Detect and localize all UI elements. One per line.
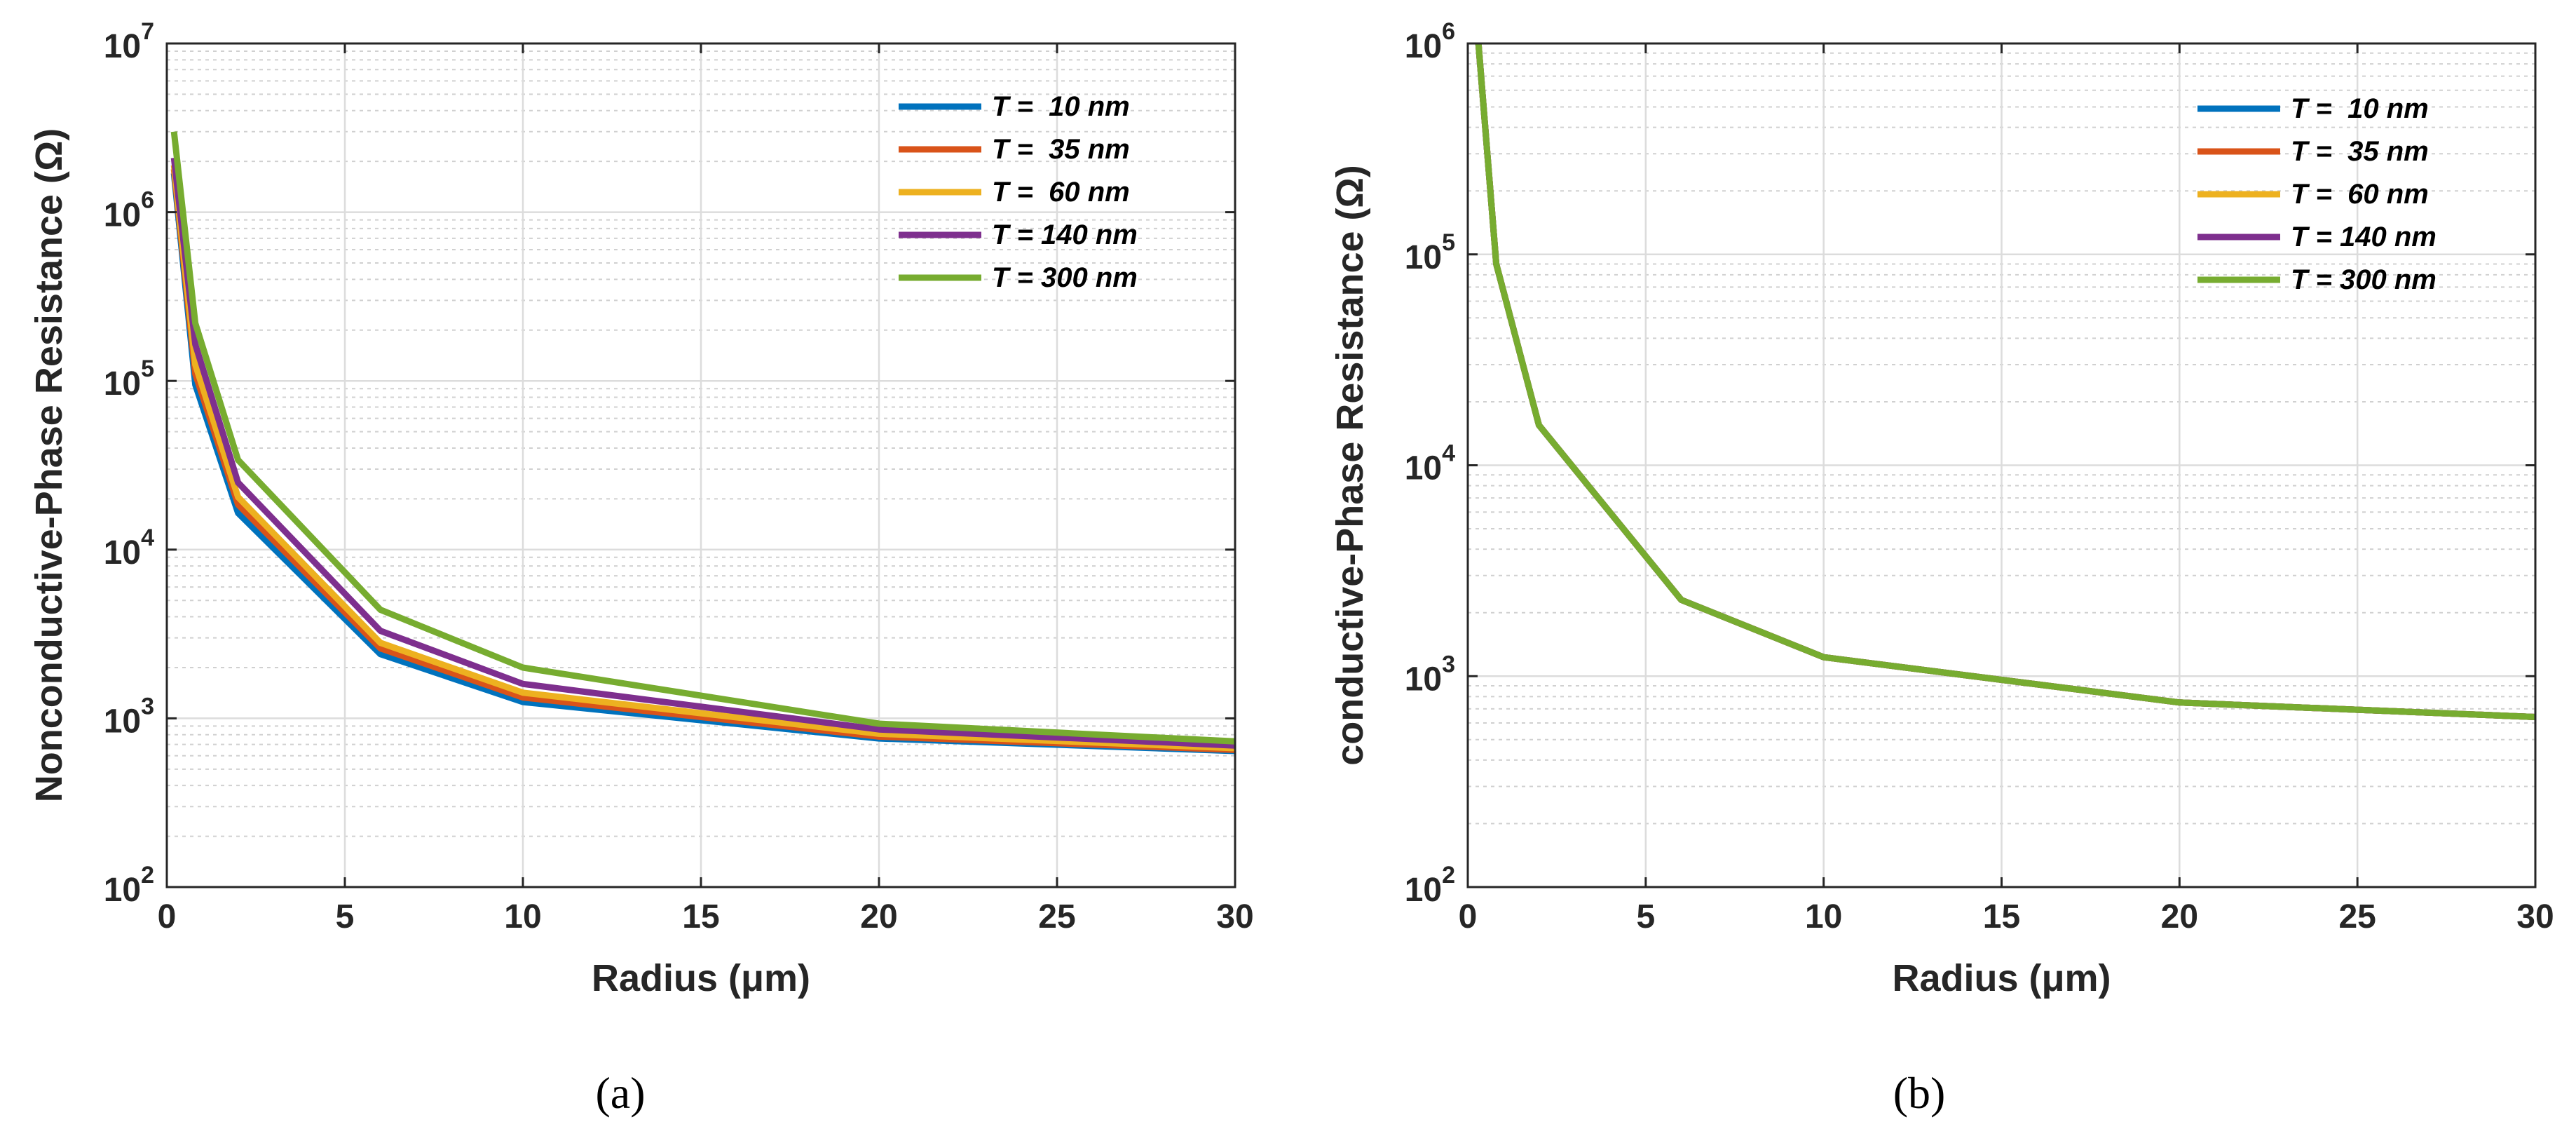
- y-tick-label-base: 10: [104, 28, 141, 65]
- legend-entry-label: T = 140 nm: [2291, 222, 2437, 252]
- legend-entry-label: T = 10 nm: [992, 91, 1130, 122]
- x-tick-label: 5: [1636, 898, 1655, 935]
- legend: T = 10 nm T = 35 nm T = 60 nm T = 140 nm T =…: [899, 91, 1138, 293]
- y-tick-label: 106: [104, 187, 154, 234]
- x-tick-label: 25: [1038, 898, 1075, 935]
- y-tick-label: 103: [104, 693, 154, 740]
- y-tick-label-base: 10: [104, 703, 141, 740]
- x-axis-label: Radius (μm): [1892, 957, 2111, 999]
- y-tick-label-base: 10: [1405, 661, 1442, 698]
- y-tick-label-base: 10: [1405, 239, 1442, 276]
- legend-entry-label: T = 10 nm: [2291, 93, 2429, 124]
- x-tick-label: 30: [2516, 898, 2554, 935]
- y-tick-label: 105: [104, 356, 154, 403]
- y-tick-label-exponent: 2: [141, 862, 154, 888]
- legend: T = 10 nm T = 35 nm T = 60 nm T = 140 nm T =…: [2197, 93, 2437, 295]
- legend-entry-label: T = 300 nm: [992, 262, 1138, 293]
- x-tick-label: 20: [2161, 898, 2198, 935]
- y-tick-label: 103: [1405, 651, 1455, 698]
- x-tick-label: 20: [860, 898, 897, 935]
- y-tick-label: 102: [1405, 862, 1455, 909]
- y-tick-label-exponent: 3: [141, 693, 154, 719]
- series-line-140nm: [170, 157, 1236, 749]
- y-tick-label-exponent: 7: [141, 18, 154, 45]
- y-tick-label: 104: [104, 525, 154, 572]
- y-tick-label: 104: [1405, 440, 1455, 487]
- y-tick-label-exponent: 5: [1442, 229, 1455, 256]
- y-tick-label: 102: [104, 862, 154, 909]
- y-axis-label: conductive-Phase Resistance (Ω): [1329, 165, 1371, 766]
- x-tick-label: 10: [1805, 898, 1842, 935]
- y-tick-label-exponent: 6: [141, 187, 154, 214]
- y-tick-label-exponent: 4: [141, 525, 154, 551]
- y-axis-label: Nonconductive-Phase Resistance (Ω): [28, 128, 70, 803]
- x-tick-label: 10: [504, 898, 541, 935]
- tick-marks: [1466, 42, 2537, 888]
- series-line-60nm: [170, 165, 1236, 752]
- x-tick-label: 30: [1216, 898, 1253, 935]
- y-tick-label: 106: [1405, 18, 1455, 65]
- y-tick-label-base: 10: [104, 534, 141, 572]
- series-line-300nm: [170, 131, 1236, 745]
- y-tick-label-base: 10: [104, 197, 141, 234]
- y-tick-label: 107: [104, 18, 154, 65]
- y-tick-label-base: 10: [1405, 450, 1442, 487]
- y-tick-label-exponent: 6: [1442, 18, 1455, 45]
- series-line-300nm: [1475, 43, 2536, 720]
- panel-label: (b): [1893, 1068, 1946, 1118]
- legend-entry-label: T = 35 nm: [992, 134, 1130, 165]
- series-group: [170, 131, 1236, 755]
- legend-entry-label: T = 60 nm: [992, 177, 1130, 208]
- x-tick-label: 0: [1459, 898, 1478, 935]
- x-tick-label: 15: [1983, 898, 2020, 935]
- y-tick-label-base: 10: [1405, 28, 1442, 65]
- legend-entry-label: T = 60 nm: [2291, 179, 2429, 210]
- x-axis-label: Radius (μm): [592, 957, 810, 999]
- legend-entry-label: T = 35 nm: [2291, 136, 2429, 167]
- x-tick-label: 25: [2338, 898, 2376, 935]
- x-tick-label: 5: [336, 898, 355, 935]
- y-tick-label-exponent: 4: [1442, 440, 1455, 467]
- y-tick-label-exponent: 2: [1442, 862, 1455, 888]
- series-group: [1475, 43, 2536, 720]
- y-tick-label-exponent: 5: [141, 356, 154, 382]
- x-tick-label: 0: [158, 898, 177, 935]
- y-tick-label: 105: [1405, 229, 1455, 276]
- legend-entry-label: T = 300 nm: [2291, 264, 2437, 295]
- x-tick-label: 15: [682, 898, 719, 935]
- y-tick-label-base: 10: [1405, 872, 1442, 909]
- tick-marks: [165, 42, 1236, 888]
- y-tick-label-base: 10: [104, 365, 141, 403]
- legend-entry-label: T = 140 nm: [992, 219, 1138, 250]
- panel-label: (a): [595, 1068, 645, 1118]
- y-tick-label-base: 10: [104, 872, 141, 909]
- y-tick-label-exponent: 3: [1442, 651, 1455, 677]
